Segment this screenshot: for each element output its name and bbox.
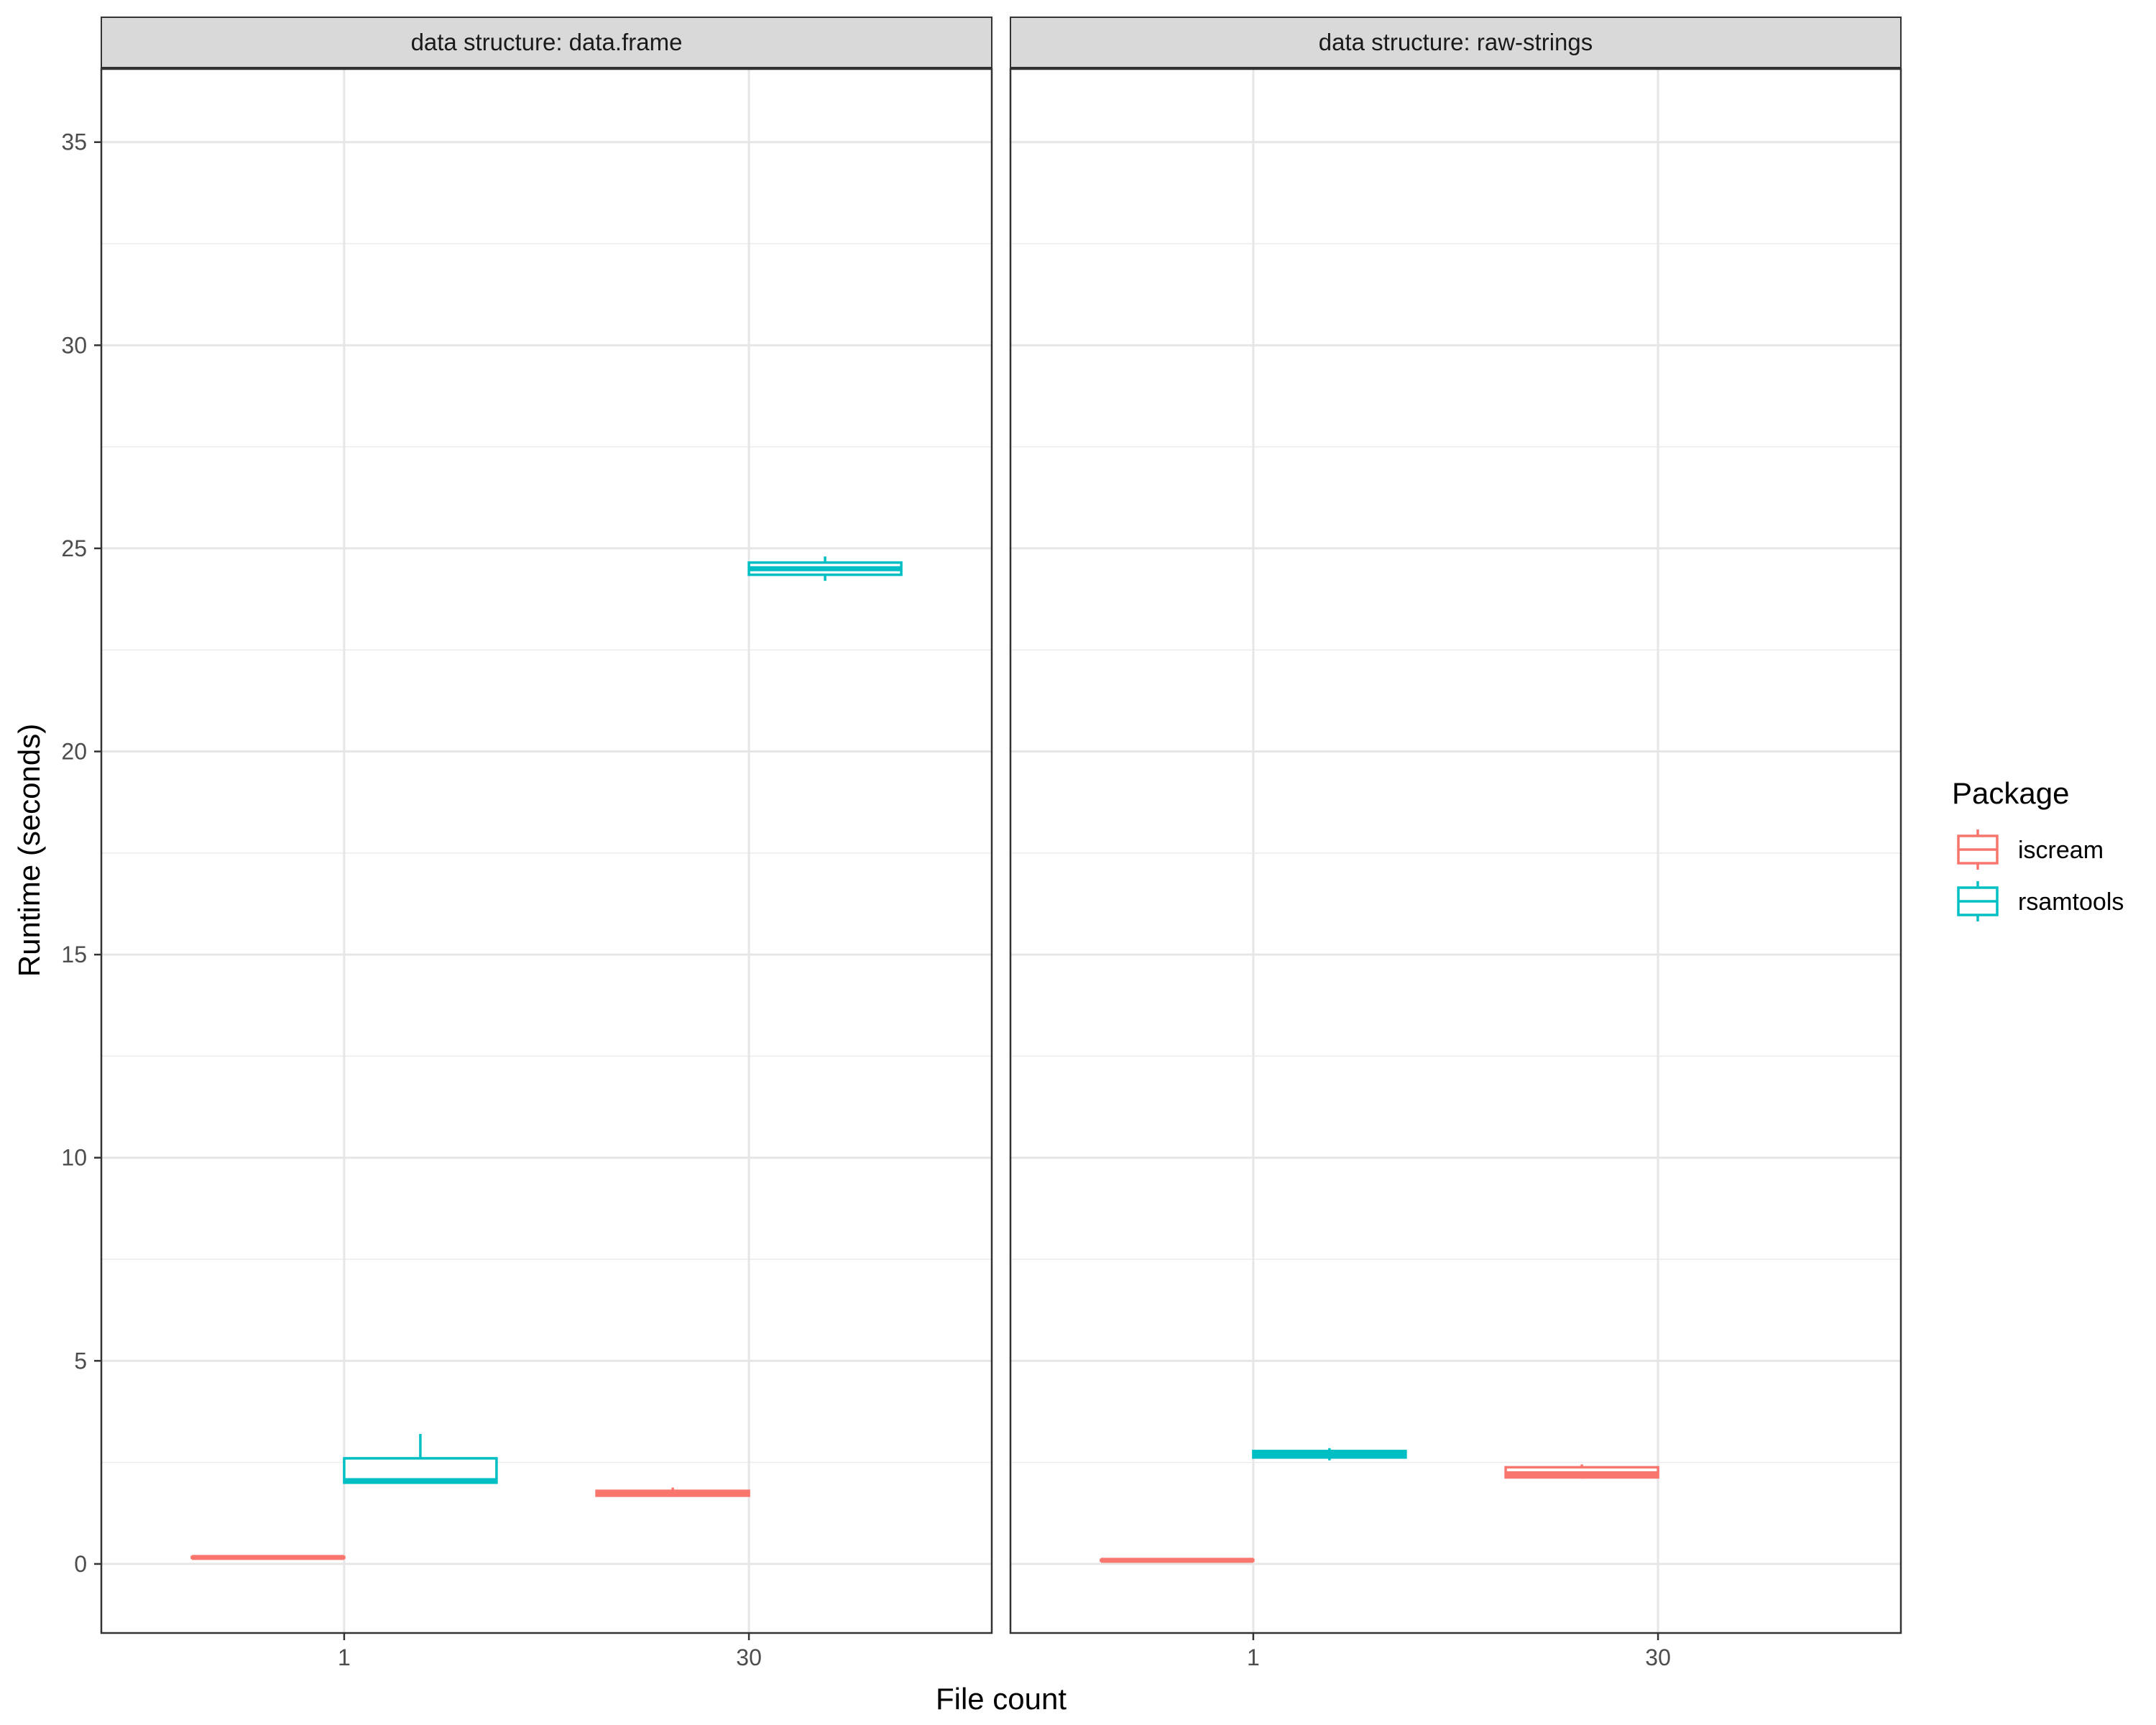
x-tick-label: 1 (1247, 1644, 1260, 1670)
panel-border (100, 68, 993, 1634)
box-rsamtools-1 (343, 1434, 498, 1484)
y-tick-label: 20 (61, 739, 87, 765)
box-iscream-30 (595, 1487, 750, 1497)
panels: data structure: data.frame data structure… (100, 17, 1902, 1634)
box-iscream-1 (190, 1555, 346, 1560)
facet-strip (101, 17, 992, 68)
panel-background (101, 69, 992, 1633)
legend-title: Package (1952, 776, 2069, 810)
legend-key-rsamtools: rsamtools (1957, 881, 2124, 921)
facet-strip-label: data structure: data.frame (411, 29, 683, 55)
x-axis: 1 30 1 30 (338, 1633, 1671, 1670)
legend-key-iscream: iscream (1957, 829, 2104, 870)
facet-strip-label: data structure: raw-strings (1319, 29, 1593, 55)
y-axis-title: Runtime (seconds) (12, 724, 46, 977)
x-tick-label: 30 (1645, 1644, 1671, 1670)
y-tick-label: 5 (74, 1348, 87, 1374)
panel-2: data structure: raw-strings (1009, 17, 1902, 1634)
x-axis-title: File count (936, 1682, 1067, 1716)
legend: Package iscream rsamtools (1952, 776, 2124, 921)
legend-label: iscream (2018, 837, 2104, 864)
legend-entries: iscream rsamtools (1957, 829, 2124, 921)
panel-border (1009, 68, 1902, 1634)
y-tick-label: 10 (61, 1145, 87, 1171)
y-tick-label: 30 (61, 332, 87, 358)
y-tick-label: 25 (61, 535, 87, 561)
panel-background (1010, 69, 1901, 1633)
facet-strip (1010, 17, 1902, 68)
y-tick-label: 35 (61, 129, 87, 155)
box-iscream-30 (1504, 1464, 1659, 1479)
x-tick-label: 1 (338, 1644, 351, 1670)
panel-1: data structure: data.frame (100, 17, 993, 1634)
box-iscream-1 (1100, 1558, 1255, 1563)
box-rsamtools-1 (1252, 1448, 1407, 1460)
box-rsamtools-30 (747, 556, 903, 581)
y-tick-label: 15 (61, 942, 87, 967)
y-tick-label: 0 (74, 1551, 87, 1577)
legend-label: rsamtools (2018, 888, 2124, 916)
y-axis: 0 5 10 15 20 25 30 35 (61, 129, 101, 1577)
x-tick-label: 30 (736, 1644, 762, 1670)
